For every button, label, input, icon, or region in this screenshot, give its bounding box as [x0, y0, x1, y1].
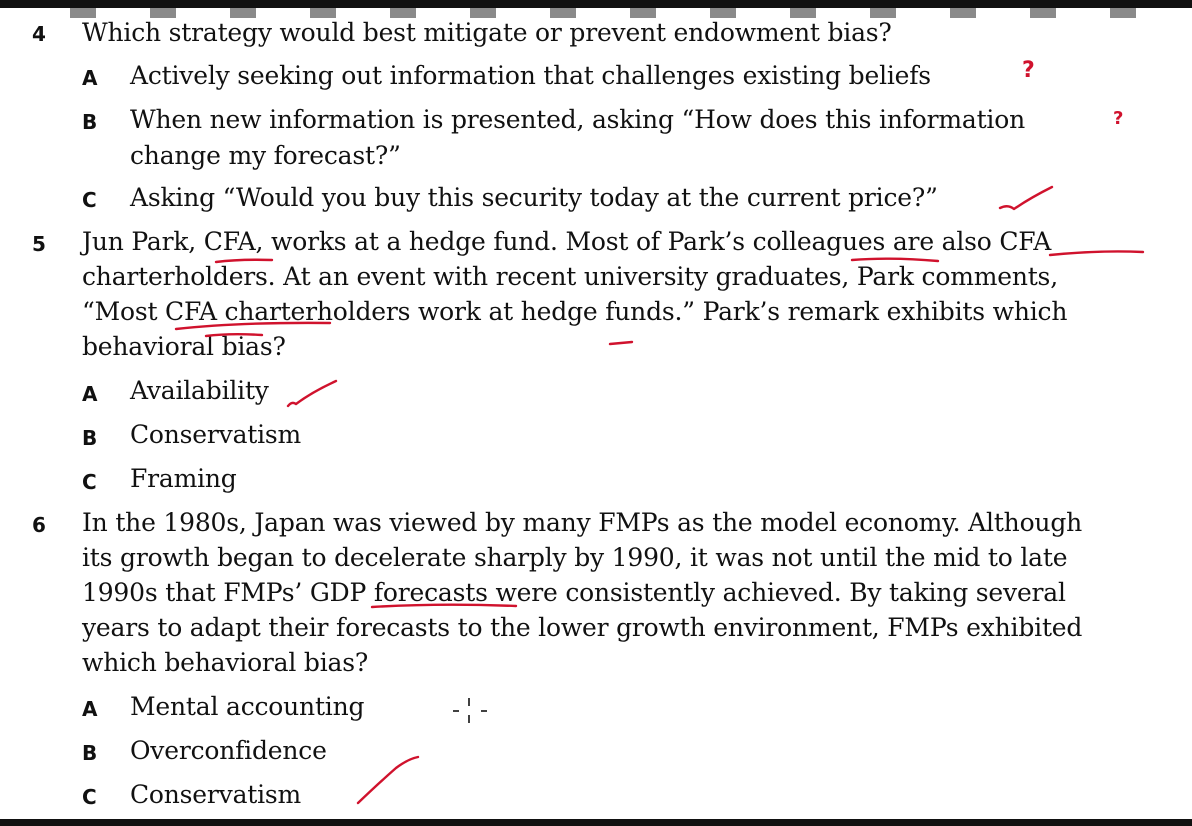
question-stem-line: its growth began to decelerate sharply b…	[82, 543, 1068, 572]
option-text: Conservatism	[130, 780, 302, 809]
option-letter: A	[82, 697, 98, 721]
option-text: Framing	[130, 464, 237, 493]
question-number: 5	[32, 232, 46, 256]
option-letter: C	[82, 470, 97, 494]
underline-mark	[608, 340, 634, 346]
top-border	[0, 0, 1192, 18]
top-border-tick	[1030, 8, 1056, 18]
option-letter: B	[82, 741, 98, 765]
bottom-border	[0, 819, 1192, 826]
question-stem-line: Which strategy would best mitigate or pr…	[82, 18, 892, 47]
top-border-tick	[790, 8, 816, 18]
handwritten-question-mark: ?	[1022, 58, 1035, 83]
option-letter: B	[82, 110, 98, 134]
top-border-tick	[70, 8, 96, 18]
top-border-tick	[310, 8, 336, 18]
option-letter: B	[82, 426, 98, 450]
top-border-tick	[230, 8, 256, 18]
question-stem-line: which behavioral bias?	[82, 648, 369, 677]
handwritten-question-mark: ?	[1113, 108, 1124, 129]
top-border-tick	[470, 8, 496, 18]
question-stem-line: charterholders. At an event with recent …	[82, 262, 1058, 291]
option-letter: A	[82, 66, 98, 90]
option-letter: C	[82, 188, 97, 212]
option-text: Availability	[130, 376, 269, 405]
option-text: Conservatism	[130, 420, 302, 449]
top-border-tick	[710, 8, 736, 18]
question-number: 6	[32, 513, 46, 537]
top-border-tick	[630, 8, 656, 18]
checkmark-icon	[998, 185, 1054, 211]
underline-mark	[1048, 250, 1145, 257]
question-stem-line: Jun Park, CFA, works at a hedge fund. Mo…	[82, 227, 1052, 256]
option-text: Mental accounting	[130, 692, 365, 721]
question-stem-line: “Most CFA charterholders work at hedge f…	[82, 297, 1068, 326]
option-text: Overconfidence	[130, 736, 327, 765]
checkmark-icon	[356, 755, 420, 805]
option-text: change my forecast?”	[130, 141, 401, 170]
top-border-tick	[550, 8, 576, 18]
option-text: Asking “Would you buy this security toda…	[130, 183, 938, 212]
question-stem-line: behavioral bias?	[82, 332, 286, 361]
top-border-tick	[390, 8, 416, 18]
option-letter: C	[82, 785, 97, 809]
top-border-tick	[870, 8, 896, 18]
option-text: When new information is presented, askin…	[130, 105, 1025, 134]
question-number: 4	[32, 22, 46, 46]
top-border-tick	[1110, 8, 1136, 18]
question-stem-line: 1990s that FMPs’ GDP forecasts were cons…	[82, 578, 1066, 607]
top-border-tick	[150, 8, 176, 18]
option-letter: A	[82, 382, 98, 406]
crosshair-cursor-icon	[453, 698, 487, 723]
checkmark-icon	[286, 379, 338, 408]
top-border-tick	[950, 8, 976, 18]
question-stem-line: years to adapt their forecasts to the lo…	[82, 613, 1083, 642]
option-text: Actively seeking out information that ch…	[130, 61, 931, 90]
question-stem-line: In the 1980s, Japan was viewed by many F…	[82, 508, 1083, 537]
